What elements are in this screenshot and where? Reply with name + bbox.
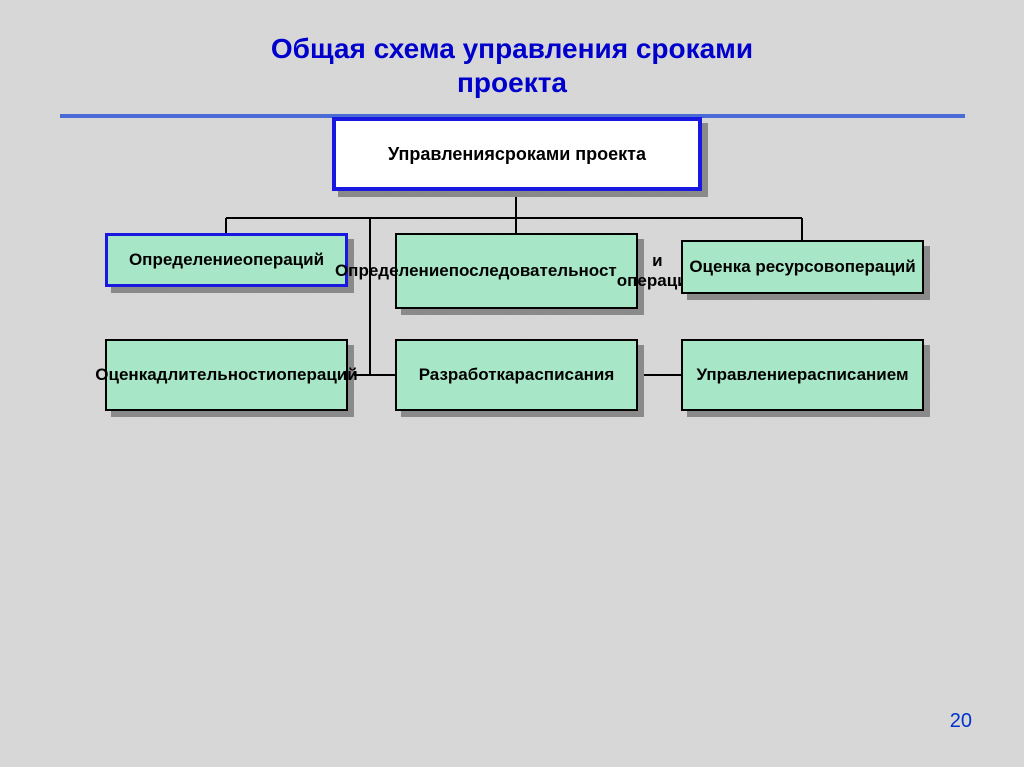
row1-box-2: Оценка ресурсовопераций xyxy=(681,240,924,294)
slide: Общая схема управления сроками проекта У… xyxy=(0,0,1024,767)
row2-box-0: Оценкадлительностиопераций xyxy=(105,339,348,411)
row1-box-1: Определениепоследовательности операций xyxy=(395,233,638,309)
title-line2: проекта xyxy=(457,67,567,98)
row2-box-1: Разработкарасписания xyxy=(395,339,638,411)
title-line1: Общая схема управления сроками xyxy=(271,33,753,64)
row2-box-2: Управлениерасписанием xyxy=(681,339,924,411)
row1-box-0: Определениеопераций xyxy=(105,233,348,287)
slide-title: Общая схема управления сроками проекта xyxy=(0,32,1024,99)
page-number: 20 xyxy=(950,710,972,733)
root-box: Управлениясроками проекта xyxy=(332,117,702,191)
